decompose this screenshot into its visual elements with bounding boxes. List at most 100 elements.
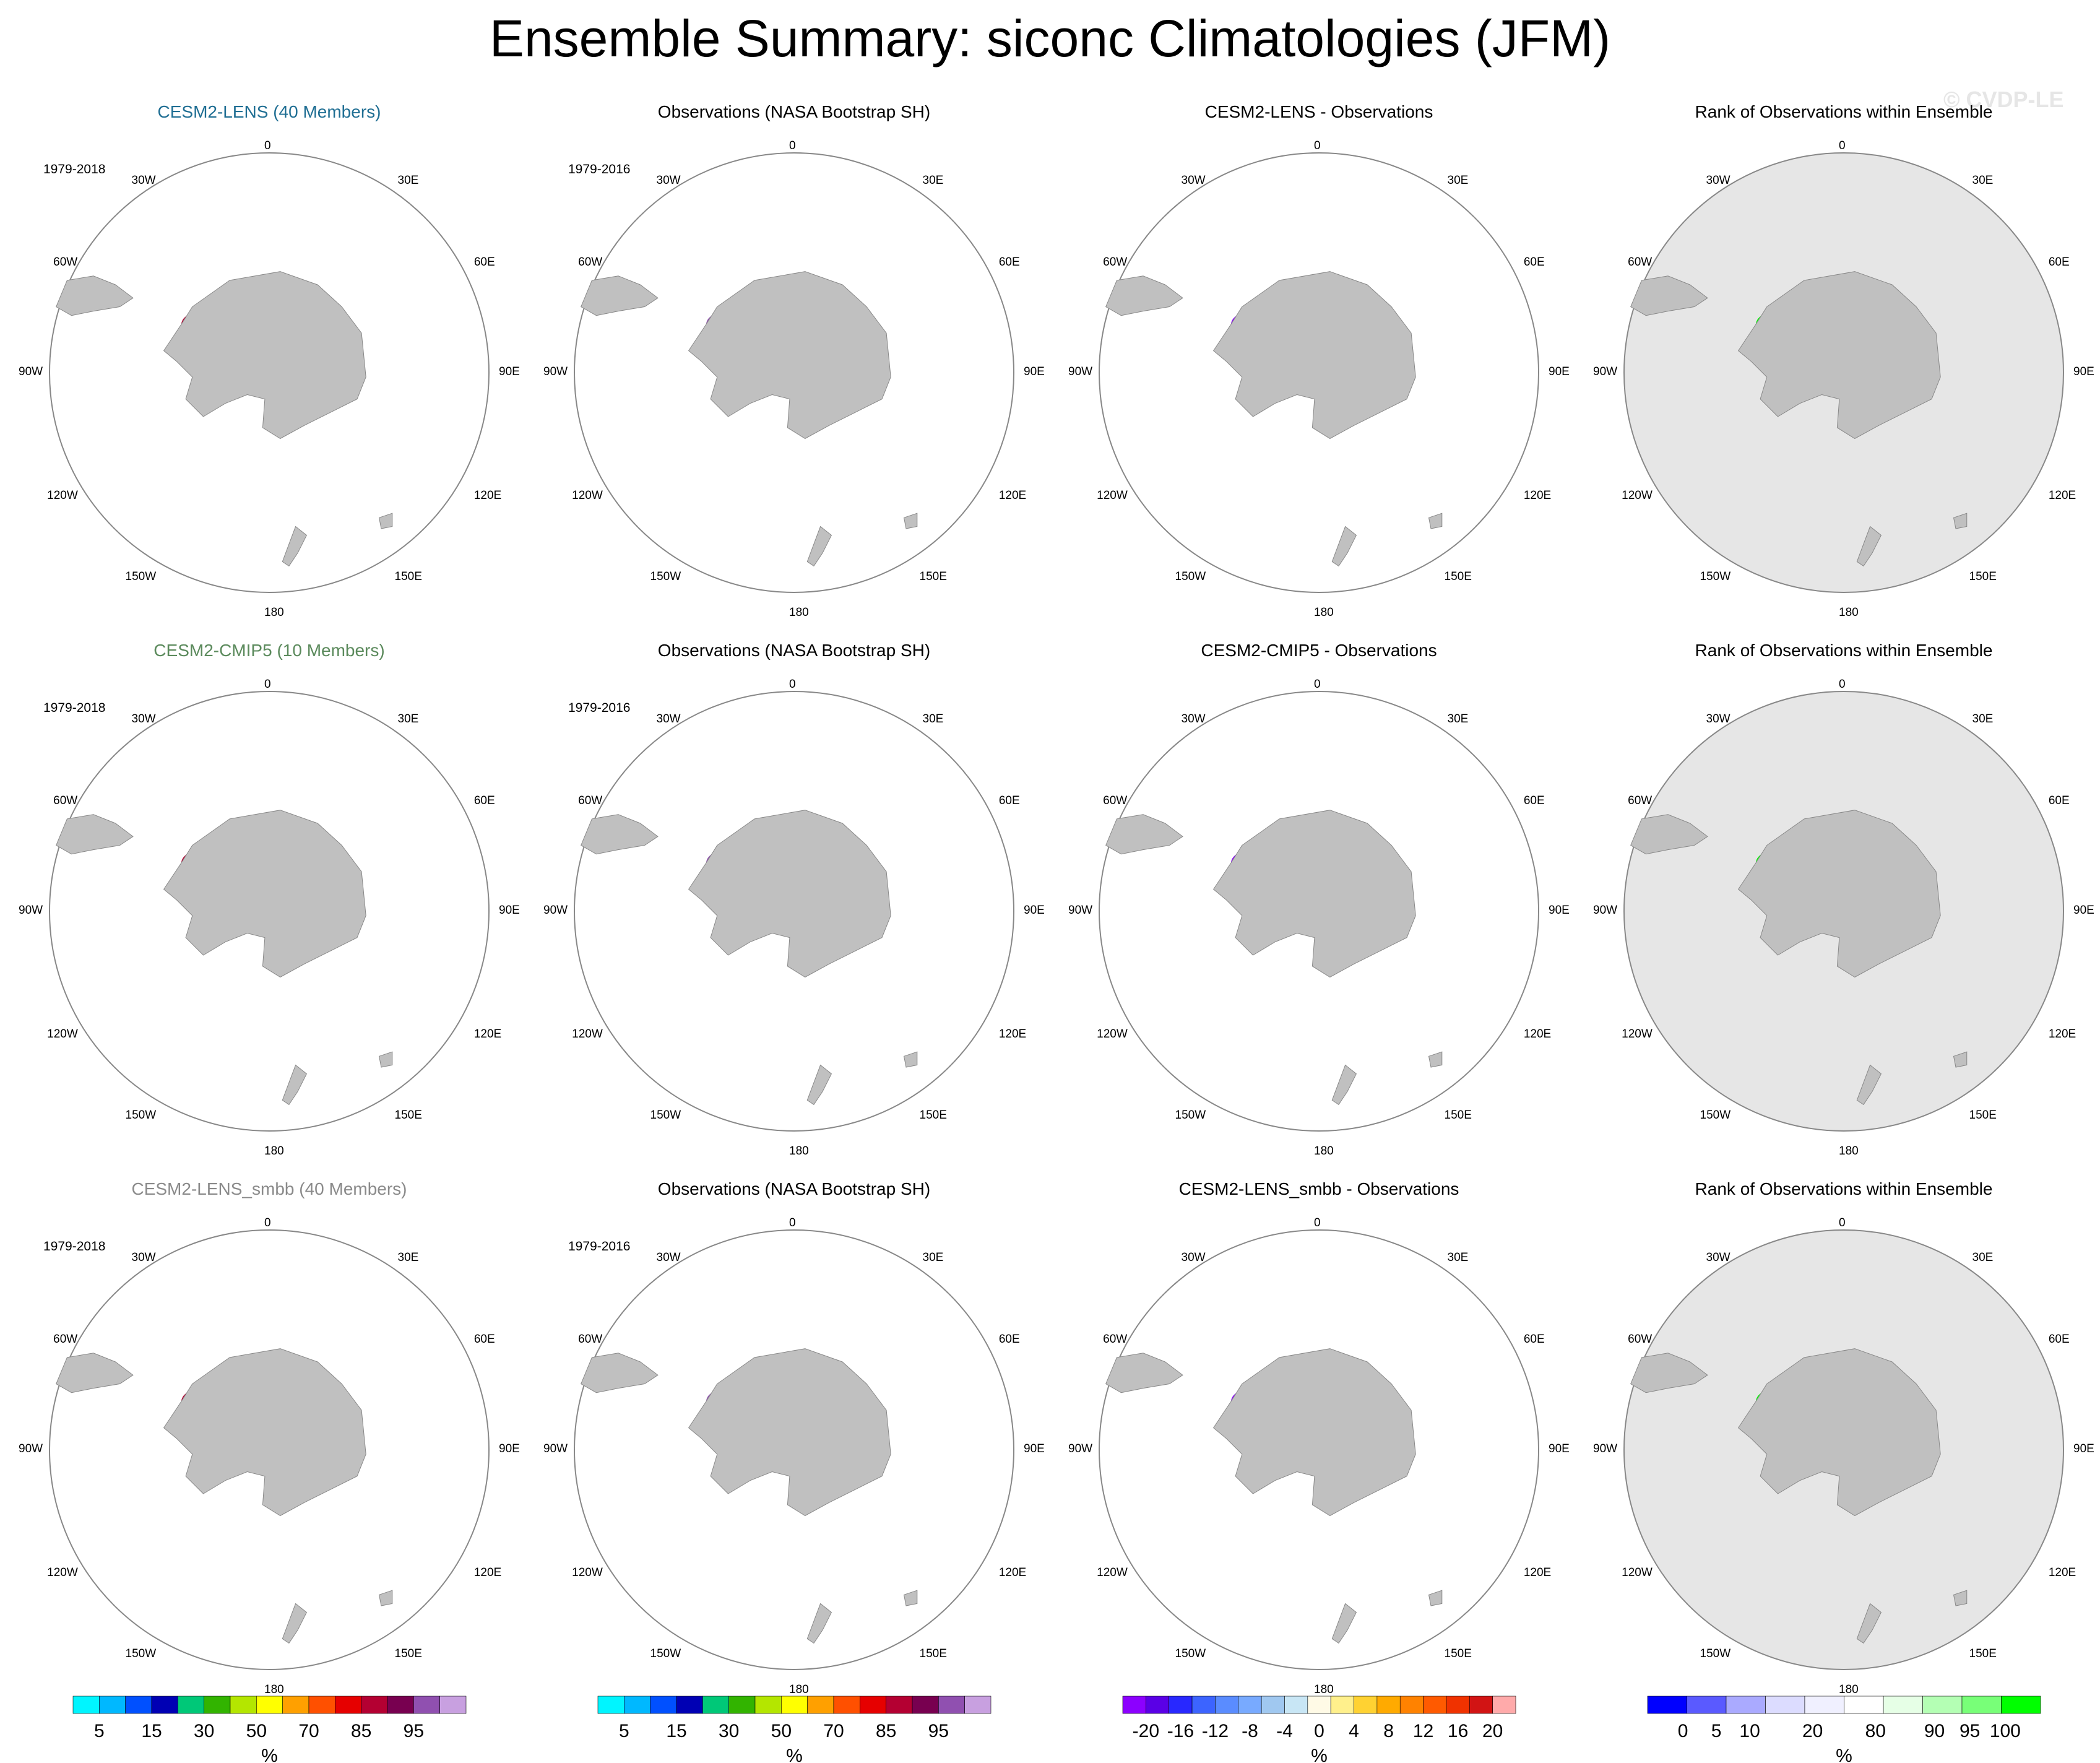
rank-colorbar-tick: 5: [1711, 1721, 1722, 1741]
siconc-colorbar-swatch: [702, 1696, 729, 1714]
difference-colorbar-swatch: [1122, 1696, 1146, 1714]
longitude-label-90E: 90E: [1024, 1442, 1045, 1455]
longitude-label-150E: 150E: [919, 570, 947, 583]
longitude-label-90W: 90W: [1593, 1442, 1618, 1455]
longitude-label-60W: 60W: [53, 255, 78, 269]
main-title: Ensemble Summary: siconc Climatologies (…: [489, 9, 1611, 67]
new-zealand-landmass: [282, 1064, 308, 1106]
longitude-label-150E: 150E: [1444, 1647, 1472, 1660]
antarctica-landmass: [1212, 271, 1416, 440]
south-america-landmass: [581, 814, 659, 855]
longitude-label-30E: 30E: [1972, 174, 1994, 188]
tasmania-landmass: [1953, 1051, 1968, 1068]
longitude-label-90E: 90E: [1549, 365, 1570, 378]
longitude-label-60E: 60E: [1523, 1332, 1545, 1346]
rank-colorbar-tick: 20: [1802, 1721, 1823, 1741]
siconc-colorbar-tick: 70: [298, 1721, 319, 1741]
longitude-label-150W: 150W: [125, 1108, 157, 1122]
longitude-label-30E: 30E: [1447, 1251, 1469, 1265]
difference-colorbar-tick: 4: [1349, 1721, 1359, 1741]
difference-colorbar-swatch: [1284, 1696, 1308, 1714]
difference-colorbar-swatch: [1307, 1696, 1331, 1714]
longitude-label-180: 180: [789, 1145, 809, 1158]
antarctica-landmass: [688, 271, 891, 440]
siconc-colorbar-swatch: [754, 1696, 782, 1714]
longitude-label-60E: 60E: [1523, 255, 1545, 269]
difference-colorbar-tick: 8: [1383, 1721, 1394, 1741]
difference-colorbar-unit: %: [1311, 1746, 1328, 1763]
south-america-landmass: [56, 814, 134, 855]
rank-colorbar-swatch: [1687, 1696, 1727, 1714]
longitude-label-90W: 90W: [1593, 365, 1618, 378]
antarctica-landmass: [1737, 810, 1941, 978]
longitude-label-90E: 90E: [1549, 1442, 1570, 1455]
rank-colorbar-swatch: [2001, 1696, 2041, 1714]
period-label: 1979-2016: [568, 162, 631, 176]
diff-polar-map: [1099, 152, 1539, 593]
longitude-label-30W: 30W: [1181, 713, 1206, 726]
longitude-label-90E: 90E: [2073, 904, 2094, 917]
obs-polar-map: [574, 152, 1014, 593]
south-america-landmass: [56, 1353, 134, 1393]
difference-colorbar-swatch: [1191, 1696, 1216, 1714]
longitude-label-150E: 150E: [919, 1647, 947, 1660]
diff-panel-title: CESM2-LENS_smbb - Observations: [1178, 1179, 1459, 1198]
longitude-label-60W: 60W: [1628, 255, 1653, 269]
longitude-label-120E: 120E: [1523, 488, 1552, 502]
obs-polar-map: [574, 691, 1014, 1132]
longitude-label-0: 0: [264, 1216, 271, 1229]
longitude-label-120W: 120W: [1622, 1027, 1653, 1041]
longitude-label-30W: 30W: [1706, 174, 1731, 188]
south-america-landmass: [1630, 1353, 1708, 1393]
siconc-colorbar-swatch: [938, 1696, 965, 1714]
new-zealand-landmass: [806, 526, 832, 567]
difference-colorbar-tick: 16: [1448, 1721, 1468, 1741]
siconc-colorbar-tick: 30: [194, 1721, 214, 1741]
difference-colorbar-swatch: [1330, 1696, 1354, 1714]
longitude-label-30E: 30E: [397, 1251, 419, 1265]
longitude-label-90W: 90W: [19, 904, 43, 917]
rank-panel-title: Rank of Observations within Ensemble: [1695, 102, 1993, 121]
longitude-label-30E: 30E: [922, 713, 944, 726]
rank-colorbar-swatch: [1647, 1696, 1687, 1714]
difference-colorbar-swatch: [1469, 1696, 1493, 1714]
siconc-colorbar-tick: 50: [246, 1721, 267, 1741]
siconc-colorbar-swatch: [72, 1696, 100, 1714]
obs-panel-title: Observations (NASA Bootstrap SH): [657, 102, 931, 121]
longitude-label-30E: 30E: [397, 174, 419, 188]
south-america-landmass: [1105, 814, 1183, 855]
model-polar-map: [49, 1229, 490, 1670]
longitude-label-60W: 60W: [53, 1332, 78, 1346]
siconc-colorbar-swatch: [413, 1696, 440, 1714]
period-label: 1979-2018: [43, 701, 106, 715]
longitude-label-150W: 150W: [650, 570, 681, 583]
new-zealand-landmass: [1856, 1064, 1882, 1106]
difference-colorbar-tick: -20: [1133, 1721, 1159, 1741]
longitude-label-180: 180: [789, 1683, 809, 1696]
siconc-colorbar-swatch: [335, 1696, 361, 1714]
tasmania-landmass: [903, 513, 918, 529]
siconc-colorbar-tick: 95: [928, 1721, 949, 1741]
difference-colorbar-swatch: [1399, 1696, 1424, 1714]
longitude-label-0: 0: [1839, 139, 1846, 152]
rank-colorbar-tick: 80: [1865, 1721, 1886, 1741]
model-panel-title: CESM2-LENS_smbb (40 Members): [131, 1179, 407, 1198]
antarctica-landmass: [688, 1348, 891, 1517]
longitude-label-0: 0: [789, 1216, 796, 1229]
difference-colorbar-tick: -12: [1202, 1721, 1229, 1741]
difference-colorbar-swatch: [1261, 1696, 1285, 1714]
longitude-label-30W: 30W: [656, 713, 681, 726]
siconc-colorbar-tick: 85: [351, 1721, 371, 1741]
longitude-label-120E: 120E: [998, 1566, 1027, 1579]
rank-colorbar-tick: 95: [1960, 1721, 1980, 1741]
longitude-label-30E: 30E: [922, 1251, 944, 1265]
siconc-colorbar-swatch: [439, 1696, 467, 1714]
longitude-label-120W: 120W: [47, 488, 78, 502]
longitude-label-0: 0: [264, 678, 271, 691]
longitude-label-60W: 60W: [53, 794, 78, 807]
longitude-label-180: 180: [264, 1683, 284, 1696]
longitude-label-60E: 60E: [998, 1332, 1020, 1346]
rank-colorbar-tick: 90: [1924, 1721, 1945, 1741]
rank-colorbar-tick: 10: [1739, 1721, 1760, 1741]
tasmania-landmass: [1428, 513, 1443, 529]
